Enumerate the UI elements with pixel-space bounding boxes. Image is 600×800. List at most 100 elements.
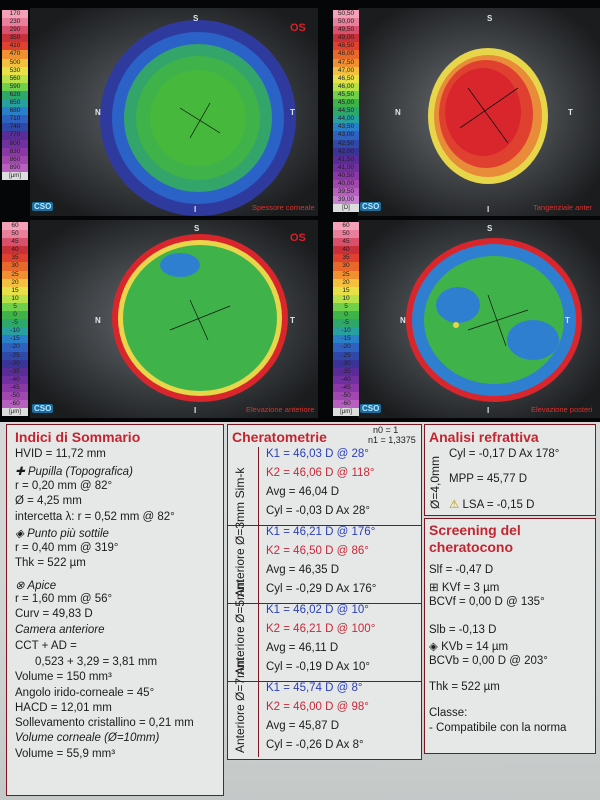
keratometry-k1: K1 = 46,03 D @ 28° bbox=[266, 448, 369, 460]
direction-s: S bbox=[193, 14, 199, 23]
scale-value: 350 bbox=[2, 34, 28, 43]
pupil-heading: ✚ Pupilla (Topografica) bbox=[15, 464, 133, 478]
scale-value: -35 bbox=[2, 367, 28, 376]
refractive-title: Analisi refrattiva bbox=[429, 429, 539, 445]
refractive-panel: Analisi refrattiva Ø=4,0mm Cyl = -0,17 D… bbox=[424, 424, 596, 516]
scale-unit: [D] bbox=[333, 204, 359, 213]
n0: n0 = 1 bbox=[373, 425, 399, 435]
eye-side-label: OS bbox=[290, 232, 306, 244]
map-label-anterior-elevation: Elevazione anteriore bbox=[246, 405, 315, 414]
tangential-map-graphic bbox=[358, 8, 600, 216]
keratometry-k2: K2 = 46,21 D @ 100° bbox=[266, 623, 376, 635]
scale-value: -25 bbox=[2, 351, 28, 360]
iridocorneal-angle: Angolo irido-corneale = 45° bbox=[15, 687, 155, 699]
eye-side-label: OS bbox=[290, 22, 306, 34]
scale-value: 60 bbox=[2, 222, 28, 231]
scale-value: 30 bbox=[333, 262, 359, 271]
scale-value: 44,50 bbox=[333, 107, 359, 116]
hacd: HACD = 12,01 mm bbox=[15, 702, 112, 714]
scale-value: -45 bbox=[2, 383, 28, 392]
scale-value: 48,00 bbox=[333, 50, 359, 59]
cso-logo: CSO bbox=[32, 202, 54, 211]
direction-i: I bbox=[194, 406, 197, 415]
direction-n: N bbox=[95, 108, 101, 117]
scale-value: 500 bbox=[2, 58, 28, 67]
keratometry-k2: K2 = 46,50 D @ 86° bbox=[266, 545, 369, 557]
scale-value: 5 bbox=[333, 302, 359, 312]
scale-value: -5 bbox=[2, 319, 28, 328]
topography-maps: 170 230 290 350 410 470 500 530 560 590 620 650 680 7… bbox=[0, 0, 600, 422]
scale-value: -50 bbox=[333, 391, 359, 401]
keratometry-cyl: Cyl = -0,26 D Ax 8° bbox=[266, 739, 364, 751]
keratometry-panel: Cheratometrie n0 = 1 n1 = 1,3375 Sim-k K1… bbox=[227, 424, 422, 760]
scale-value: 30 bbox=[2, 262, 28, 271]
scale-value: -60 bbox=[333, 400, 359, 409]
direction-s: S bbox=[487, 14, 493, 23]
scale-unit: [μm] bbox=[2, 171, 28, 180]
scale-value: 0 bbox=[333, 311, 359, 320]
scale-value: 50,50 bbox=[333, 10, 359, 19]
thinnest-r: r = 0,40 mm @ 319° bbox=[15, 542, 119, 554]
scale-value: 740 bbox=[2, 123, 28, 132]
keratometry-cyl: Cyl = -0,29 D Ax 176° bbox=[266, 583, 377, 595]
thinnest-heading: ◈ Punto più sottile bbox=[15, 526, 109, 540]
scale-value: 20 bbox=[2, 278, 28, 287]
scale-value: 590 bbox=[2, 82, 28, 91]
scale-value: -30 bbox=[2, 359, 28, 368]
scale-value: 25 bbox=[2, 270, 28, 279]
map-label-thickness: Spessore corneale bbox=[252, 203, 315, 212]
scale-value: -40 bbox=[333, 375, 359, 384]
scale-value: 47,00 bbox=[333, 66, 359, 75]
scale-value: 10 bbox=[333, 294, 359, 303]
map-thickness bbox=[30, 8, 318, 216]
diamond-cross-icon: ◈ bbox=[429, 641, 438, 653]
apex-r: r = 1,60 mm @ 56° bbox=[15, 593, 113, 605]
keratometry-cyl: Cyl = -0,03 D Ax 28° bbox=[266, 505, 370, 517]
scale-value: -30 bbox=[333, 359, 359, 368]
scale-value: -5 bbox=[333, 319, 359, 328]
map-posterior-elevation bbox=[358, 220, 600, 418]
map-anterior-elevation bbox=[30, 220, 318, 418]
scale-value: 620 bbox=[2, 90, 28, 100]
screening-panel: Screening del cheratocono Slf = -0,47 D … bbox=[424, 518, 596, 754]
lens-rise: Sollevamento cristallino = 0,21 mm bbox=[15, 717, 194, 729]
corneal-volume-label: Volume corneale (Ø=10mm) bbox=[15, 732, 160, 744]
refractive-lsa-row: ⚠ LSA = -0,15 D bbox=[449, 497, 534, 511]
scale-value: 45 bbox=[2, 238, 28, 247]
scale-value: -10 bbox=[2, 327, 28, 336]
scale-value: 15 bbox=[2, 286, 28, 295]
screening-thk: Thk = 522 µm bbox=[429, 681, 500, 693]
cct-ad-value: 0,523 + 3,29 = 3,81 mm bbox=[35, 656, 158, 668]
scale-value: 46,50 bbox=[333, 74, 359, 83]
scale-unit: [μm] bbox=[333, 408, 359, 417]
scale-value: 42,00 bbox=[333, 147, 359, 156]
map-label-tangential: Tangenziale anter bbox=[533, 203, 593, 212]
keratometry-divider bbox=[258, 447, 259, 757]
cct-ad: CCT + AD = bbox=[15, 640, 77, 652]
scale-value: 650 bbox=[2, 99, 28, 108]
direction-t: T bbox=[565, 316, 570, 325]
n1: n1 = 1,3375 bbox=[368, 435, 416, 445]
keratometry-avg: Avg = 46,35 D bbox=[266, 564, 339, 576]
keratometry-k1: K1 = 46,21 D @ 176° bbox=[266, 526, 376, 538]
scale-value: 45 bbox=[333, 238, 359, 247]
keratometry-avg: Avg = 46,11 D bbox=[266, 642, 339, 654]
scale-value: 47,50 bbox=[333, 58, 359, 67]
scale-value: 41,50 bbox=[333, 155, 359, 164]
scale-value: 470 bbox=[2, 50, 28, 59]
group-divider bbox=[228, 525, 421, 526]
pupil-diameter: Ø = 4,25 mm bbox=[15, 495, 82, 507]
cso-logo: CSO bbox=[360, 202, 382, 211]
scale-anterior-elevation: 60 50 45 40 35 30 25 20 15 10 5 0 -5 -10 -15 -20 -25 -30-… bbox=[2, 222, 28, 417]
pupil-label: Pupilla (Topografica) bbox=[27, 466, 133, 478]
scale-value: 50 bbox=[333, 230, 359, 239]
scale-value: 42,50 bbox=[333, 139, 359, 148]
scale-value: 410 bbox=[2, 42, 28, 51]
keratometry-k1: K1 = 46,02 D @ 10° bbox=[266, 604, 369, 616]
direction-n: N bbox=[400, 316, 406, 325]
map-label-posterior-elevation: Elevazione posteri bbox=[531, 405, 593, 414]
anterior-elevation-graphic bbox=[30, 220, 318, 418]
pupil-r: r = 0,20 mm @ 82° bbox=[15, 480, 113, 492]
keratometry-k2: K2 = 46,06 D @ 118° bbox=[266, 467, 375, 479]
slb: Slb = -0,13 D bbox=[429, 624, 497, 636]
